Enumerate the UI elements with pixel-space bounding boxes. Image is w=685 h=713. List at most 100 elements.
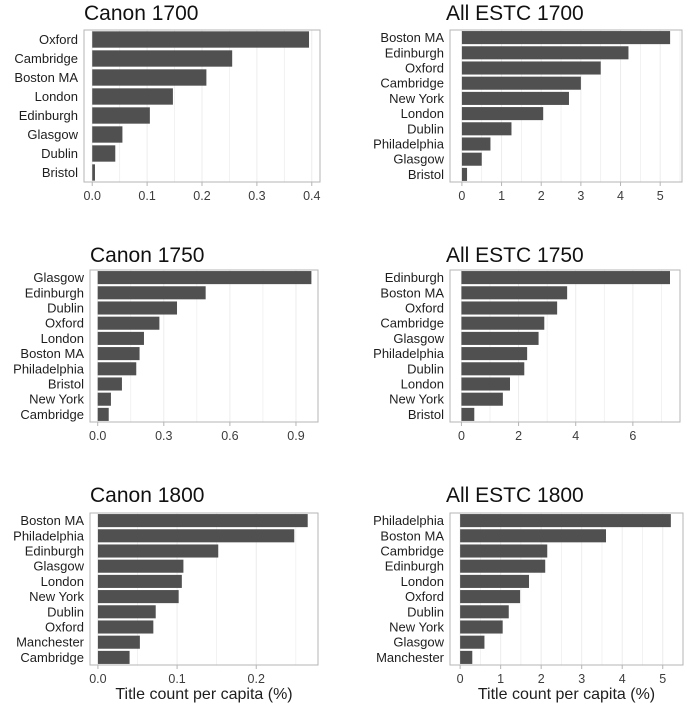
category-label: New York	[389, 91, 444, 106]
x-tick-label: 0.0	[89, 429, 106, 443]
category-label: London	[401, 377, 444, 392]
panel-border	[89, 269, 319, 423]
chart-title: All ESTC 1750	[446, 244, 584, 267]
bar-philadelphia	[461, 137, 491, 151]
x-tick-label: 0.0	[89, 672, 106, 686]
category-label: Boston MA	[14, 70, 78, 85]
bar-bristol	[92, 164, 95, 181]
category-label: Oxford	[405, 301, 444, 316]
category-label: Boston MA	[20, 346, 84, 361]
category-label: Dublin	[407, 361, 444, 376]
chart-panel-5: Boston MAPhiladelphiaEdinburghGlasgowLon…	[13, 484, 319, 703]
bar-edinburgh	[461, 46, 629, 60]
category-label: Cambridge	[380, 544, 444, 559]
category-label: Edinburgh	[385, 559, 444, 574]
category-label: Oxford	[45, 316, 84, 331]
category-label: Cambridge	[20, 650, 84, 665]
x-axis-label: Title count per capita (%)	[115, 686, 292, 703]
category-label: Cambridge	[380, 76, 444, 91]
bar-oxford	[460, 590, 521, 604]
category-label: Glasgow	[27, 127, 78, 142]
chart-title: Canon 1700	[84, 2, 198, 25]
x-tick-label: 4	[572, 429, 579, 443]
bar-glasgow	[460, 635, 485, 649]
x-tick-label: 0.3	[155, 429, 172, 443]
panel-border	[89, 512, 319, 666]
bar-oxford	[92, 31, 310, 48]
x-tick-label: 3	[577, 189, 584, 203]
bar-dublin	[460, 605, 509, 619]
bar-oxford	[97, 620, 154, 634]
bar-boston-ma	[460, 529, 607, 543]
x-tick-label: 4	[619, 672, 626, 686]
bar-glasgow	[461, 152, 482, 166]
bar-cambridge	[461, 316, 545, 330]
bar-philadelphia	[461, 347, 528, 361]
panel-border	[449, 512, 684, 666]
bar-london	[461, 107, 544, 121]
bar-oxford	[461, 301, 558, 315]
bar-oxford	[97, 316, 160, 330]
category-label: Edinburgh	[25, 544, 84, 559]
x-tick-label: 2	[538, 189, 545, 203]
bar-cambridge	[92, 50, 233, 67]
bar-glasgow	[97, 559, 184, 573]
bar-manchester	[460, 650, 473, 664]
x-axis-label: Title count per capita (%)	[478, 686, 655, 703]
bar-london	[97, 331, 144, 345]
category-label: Bristol	[48, 377, 84, 392]
x-tick-label: 5	[657, 189, 664, 203]
bar-glasgow	[92, 126, 123, 143]
panel-border	[449, 269, 681, 423]
category-label: Dublin	[407, 121, 444, 136]
category-label: Philadelphia	[373, 513, 445, 528]
bar-edinburgh	[97, 286, 206, 300]
bar-oxford	[461, 61, 601, 75]
bar-dublin	[461, 362, 525, 376]
x-tick-label: 0.3	[248, 189, 265, 203]
x-tick-label: 2	[515, 429, 522, 443]
category-label: Oxford	[405, 589, 444, 604]
x-tick-label: 1	[497, 672, 504, 686]
bar-cambridge	[97, 407, 109, 421]
chart-title: Canon 1750	[90, 244, 204, 267]
category-label: Manchester	[376, 650, 445, 665]
x-tick-label: 5	[659, 672, 666, 686]
x-tick-label: 1	[498, 189, 505, 203]
bar-cambridge	[461, 76, 581, 90]
category-label: London	[401, 574, 444, 589]
bar-edinburgh	[461, 271, 670, 285]
category-label: Bristol	[42, 165, 78, 180]
bar-london	[461, 377, 510, 391]
bar-dublin	[461, 122, 512, 136]
category-label: Boston MA	[380, 30, 444, 45]
x-tick-label: 6	[629, 429, 636, 443]
category-label: Philadelphia	[13, 528, 85, 543]
bar-london	[92, 88, 173, 105]
bar-boston-ma	[97, 347, 140, 361]
bar-dublin	[92, 145, 116, 162]
x-tick-label: 3	[578, 672, 585, 686]
category-label: Oxford	[45, 620, 84, 635]
category-label: Edinburgh	[385, 270, 444, 285]
bar-philadelphia	[97, 362, 137, 376]
bar-glasgow	[97, 271, 312, 285]
category-label: Oxford	[405, 61, 444, 76]
category-label: Philadelphia	[13, 361, 85, 376]
bar-bristol	[97, 377, 122, 391]
bar-new-york	[461, 392, 503, 406]
bar-edinburgh	[97, 544, 219, 558]
x-tick-label: 0	[458, 189, 465, 203]
category-label: Dublin	[41, 146, 78, 161]
category-label: Boston MA	[20, 513, 84, 528]
chart-panel-1: Oxford Cambridge Boston MA London Edinburgh G…	[14, 2, 321, 203]
bar-philadelphia	[97, 529, 295, 543]
bar-dublin	[97, 301, 178, 315]
category-label: Dublin	[47, 301, 84, 316]
chart-title: All ESTC 1800	[446, 484, 584, 507]
chart-title: All ESTC 1700	[446, 2, 584, 25]
category-label: Bristol	[408, 167, 444, 182]
x-tick-label: 0.6	[221, 429, 238, 443]
